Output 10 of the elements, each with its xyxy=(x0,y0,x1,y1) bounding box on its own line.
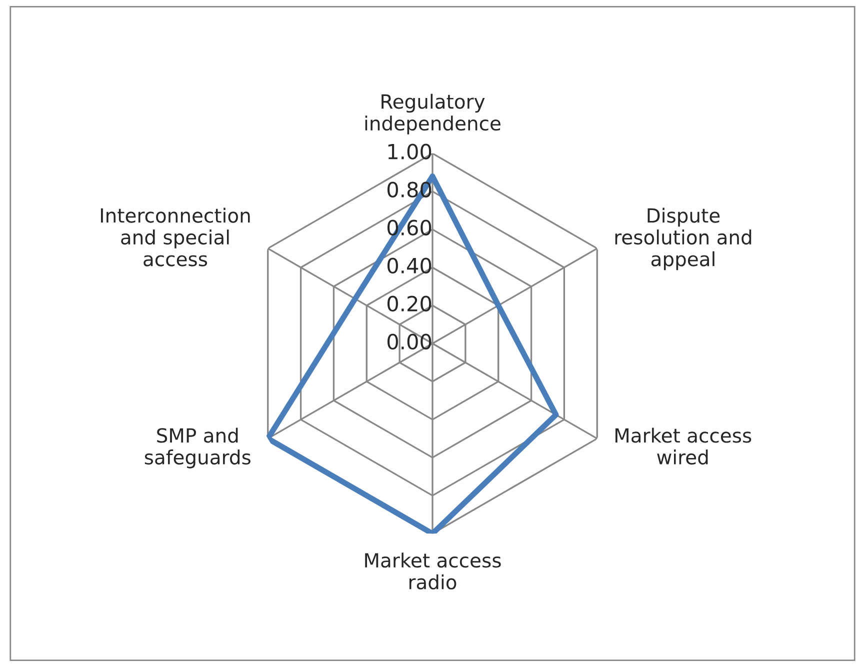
spoke-label: Market access wired xyxy=(616,428,752,465)
y-tick-label: 0.20 xyxy=(387,296,432,312)
spoke-label: Interconnection and special access xyxy=(100,208,250,266)
spoke-label: Regulatory independence xyxy=(365,94,500,134)
y-tick-label: 0.00 xyxy=(387,334,432,350)
y-tick-label: 1.00 xyxy=(388,144,432,160)
spoke-label: Dispute resolution and appeal xyxy=(615,208,752,270)
spoke-label: Market access radio xyxy=(365,552,501,590)
spoke-label: SMP and safeguards xyxy=(144,428,250,468)
y-tick-label: 0.40 xyxy=(387,258,432,274)
